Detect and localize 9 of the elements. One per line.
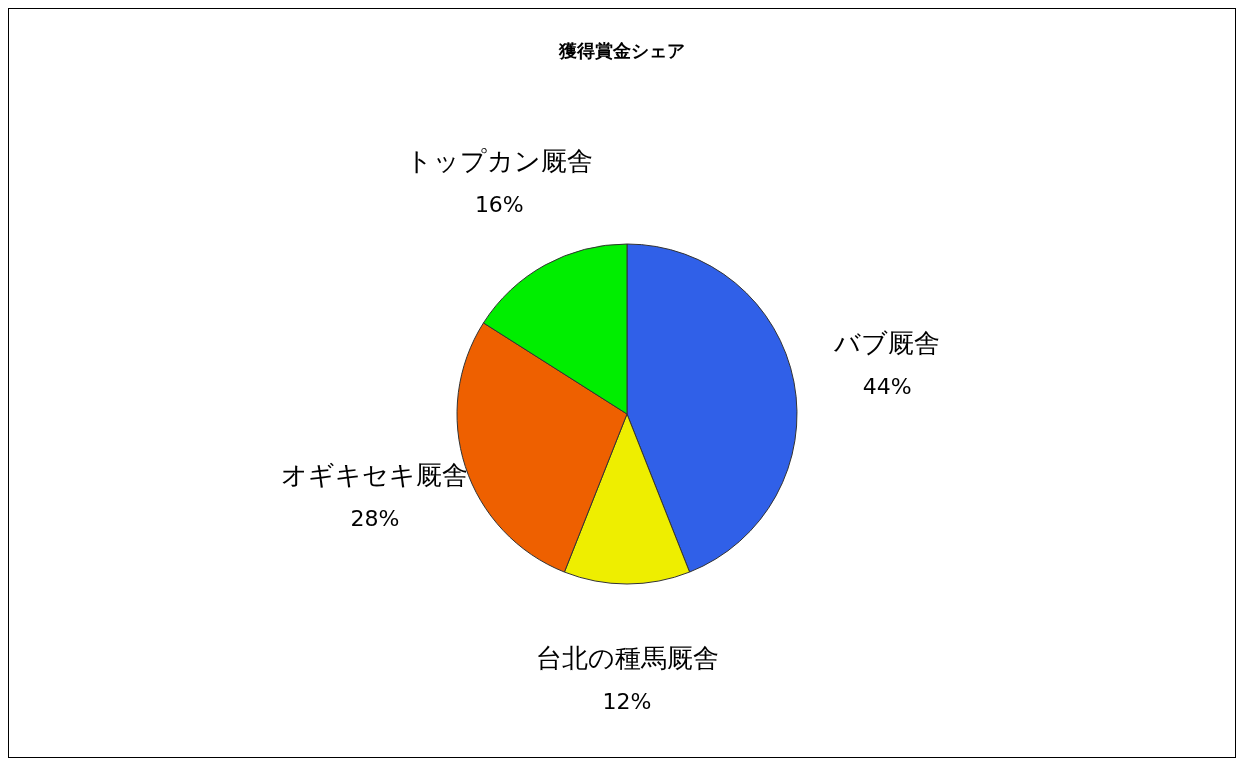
chart-title: 獲得賞金シェア xyxy=(558,39,686,63)
data-label: 44% xyxy=(862,374,912,400)
slice-label: オギキセキ厩舎 xyxy=(281,459,469,490)
data-label: 16% xyxy=(474,191,524,217)
slice-label: トップカン厩舎 xyxy=(405,145,593,176)
slice-label: 台北の種馬厩舎 xyxy=(535,643,719,673)
slice-label: バブ厩舎 xyxy=(833,328,941,359)
data-label: 28% xyxy=(350,505,400,531)
data-label: 12% xyxy=(602,689,652,714)
